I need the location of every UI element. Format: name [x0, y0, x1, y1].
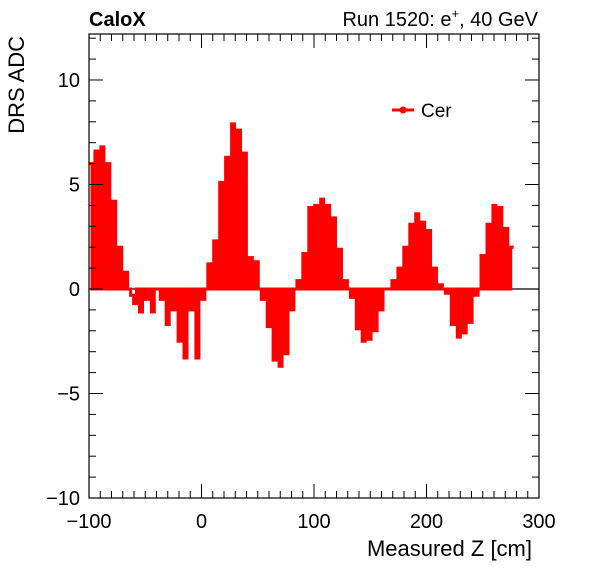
data-layer [89, 122, 539, 368]
y-tick-label: 10 [58, 70, 80, 92]
x-tick-label: 100 [297, 511, 330, 533]
y-tick-label: 5 [69, 174, 80, 196]
experiment-label: CaloX [89, 9, 146, 31]
series-line-cer [89, 122, 514, 368]
legend-label-cer: Cer [421, 101, 452, 122]
y-tick-label: −5 [57, 383, 80, 405]
x-tick-label: 200 [410, 511, 443, 533]
legend-marker-cer [399, 106, 407, 114]
run-info-prefix: Run 1520: e [342, 9, 451, 31]
run-info-suffix: , 40 GeV [459, 9, 539, 31]
x-tick-label: −100 [66, 511, 111, 533]
run-info-label: Run 1520: e+, 40 GeV [342, 6, 538, 31]
y-tick-label: 0 [69, 279, 80, 301]
axes: −100 0 100 200 300 −10 −5 0 5 10 [46, 33, 556, 533]
legend: Cer [392, 101, 452, 122]
chart-header: CaloX Run 1520: e+, 40 GeV [89, 6, 539, 31]
x-tick-label: 300 [522, 511, 555, 533]
x-tick-label: 0 [196, 511, 207, 533]
run-info-superscript: + [451, 6, 459, 21]
y-tick-label: −10 [46, 488, 80, 510]
x-axis-title: Measured Z [cm] [367, 536, 532, 561]
y-axis-title: DRS ADC [4, 36, 29, 134]
